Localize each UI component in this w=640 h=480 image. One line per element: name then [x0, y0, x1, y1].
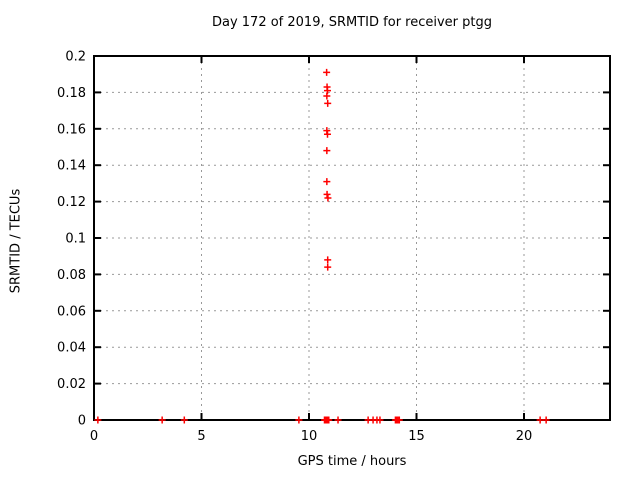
y-tick-label: 0.16 — [57, 122, 86, 137]
y-tick-label: 0.2 — [65, 50, 86, 65]
data-point-marker — [323, 68, 331, 76]
data-point-marker — [323, 178, 331, 186]
x-tick-label: 15 — [408, 429, 425, 444]
data-point-marker — [158, 416, 166, 424]
x-tick-label: 20 — [516, 429, 533, 444]
data-point-marker — [324, 194, 332, 202]
data-point-marker — [323, 130, 331, 138]
x-axis-label: GPS time / hours — [297, 454, 407, 469]
y-tick-label: 0.04 — [57, 341, 86, 356]
data-point-marker — [323, 190, 331, 198]
data-point-marker — [94, 416, 102, 424]
data-point-marker — [295, 416, 303, 424]
x-tick-label: 5 — [197, 429, 205, 444]
data-point-marker — [324, 256, 332, 264]
y-axis-label-text: SRMTID / TECUs — [8, 188, 24, 294]
y-tick-label: 0.1 — [65, 232, 86, 247]
y-tick-label: 0.06 — [57, 304, 86, 319]
x-tick-label: 0 — [90, 429, 98, 444]
data-point-marker — [324, 263, 332, 271]
data-point-marker — [180, 416, 188, 424]
x-tick-label: 10 — [301, 429, 318, 444]
data-point-marker — [536, 416, 544, 424]
y-tick-label: 0.02 — [57, 377, 86, 392]
data-point-marker — [323, 147, 331, 155]
data-point-marker — [325, 416, 333, 424]
y-tick-label: 0.08 — [57, 268, 86, 283]
y-tick-label: 0 — [78, 414, 86, 429]
y-tick-label: 0.14 — [57, 159, 86, 174]
data-point-marker — [542, 416, 550, 424]
data-point-marker — [395, 416, 403, 424]
data-point-marker — [376, 416, 384, 424]
data-point-marker — [323, 92, 331, 100]
y-tick-label: 0.18 — [57, 86, 86, 101]
chart-title: Day 172 of 2019, SRMTID for receiver ptg… — [211, 15, 493, 30]
data-point-marker — [334, 416, 342, 424]
y-tick-label: 0.12 — [57, 195, 86, 210]
data-point-marker — [324, 99, 332, 107]
